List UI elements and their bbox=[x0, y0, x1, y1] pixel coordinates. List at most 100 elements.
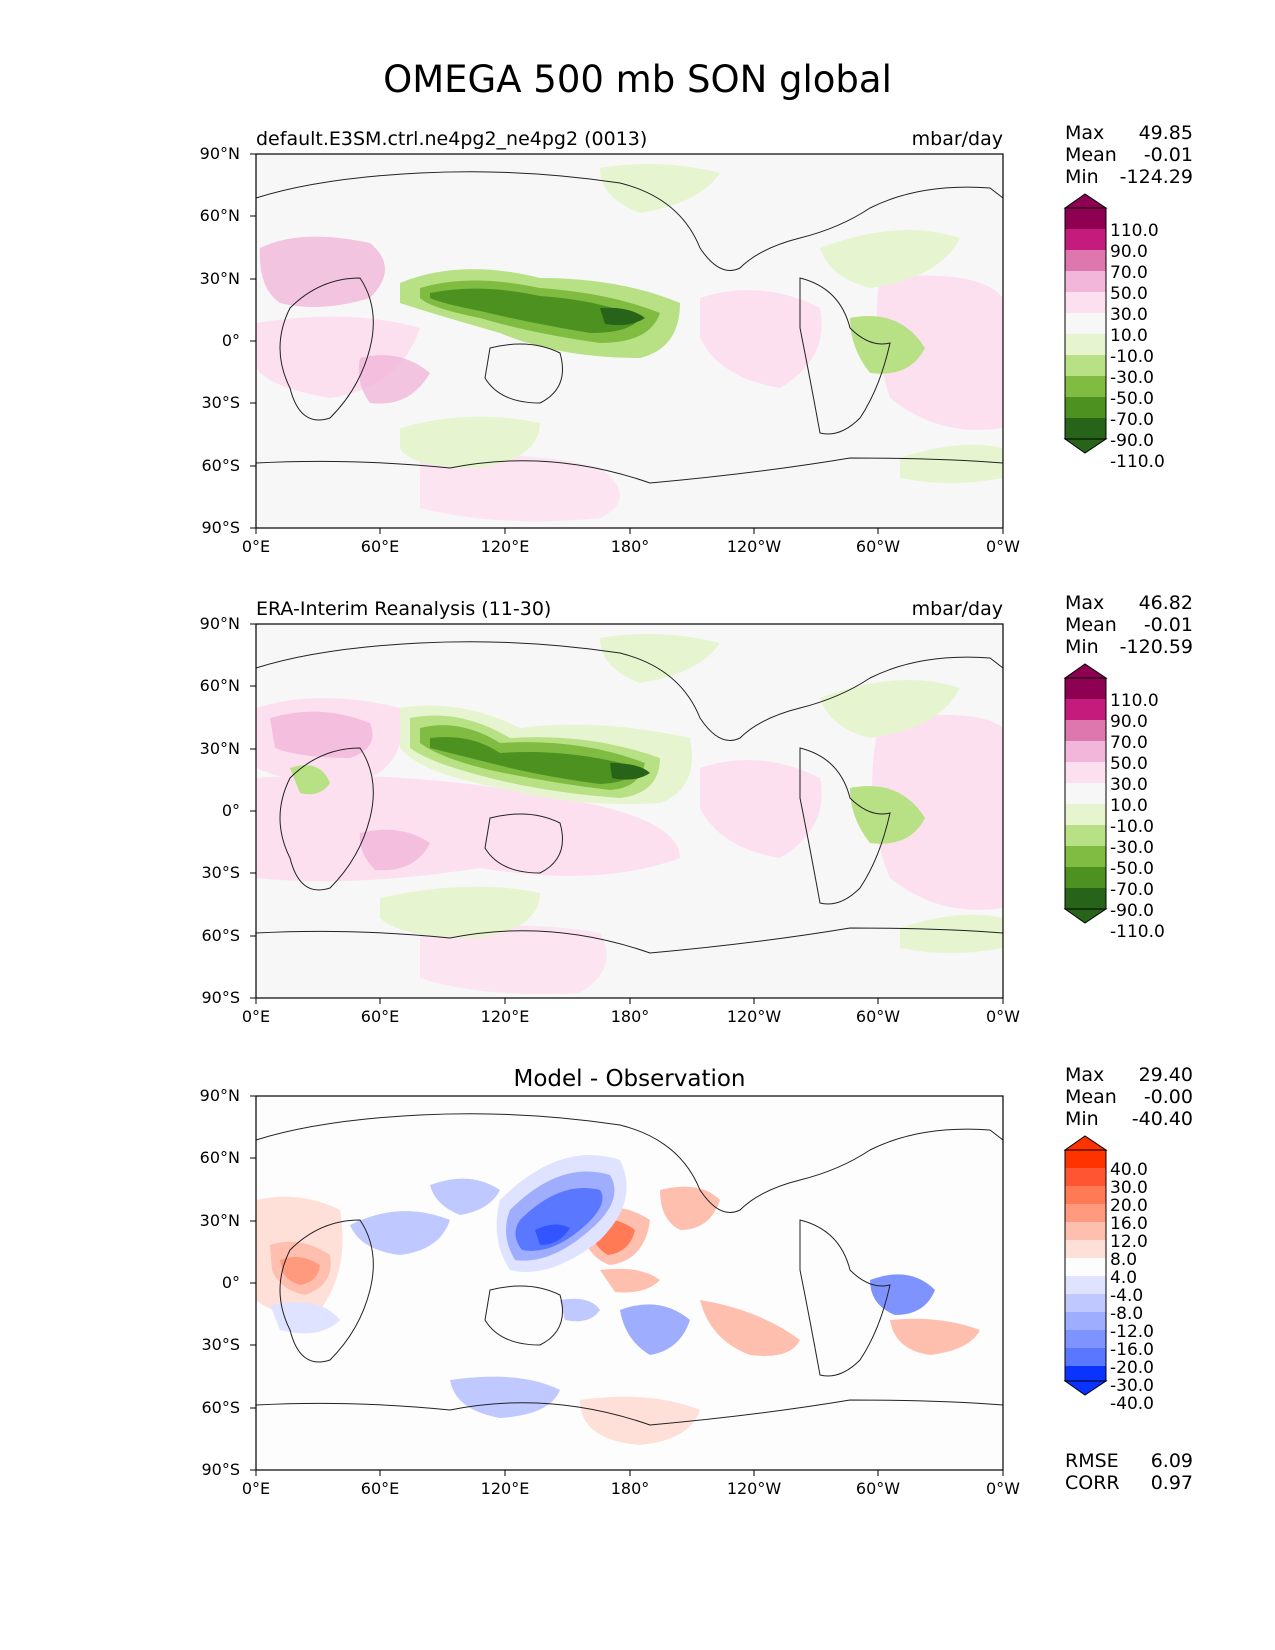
colorbar-label: -70.0 bbox=[1110, 410, 1154, 430]
lat-tick: 0° bbox=[221, 331, 240, 350]
lat-tick: 30°S bbox=[201, 393, 240, 412]
colorbar-label: -8.0 bbox=[1110, 1304, 1144, 1324]
colorbar-label: 110.0 bbox=[1110, 691, 1159, 711]
colorbar-label: 4.0 bbox=[1110, 1268, 1138, 1288]
colorbar-label: 30.0 bbox=[1110, 305, 1148, 325]
stat-value: -124.29 bbox=[1119, 166, 1193, 188]
colorbar-label: -110.0 bbox=[1110, 922, 1165, 942]
figure-title: OMEGA 500 mb SON global bbox=[383, 58, 892, 101]
colorbar-label: 70.0 bbox=[1110, 263, 1148, 283]
lon-tick: 120°E bbox=[480, 537, 530, 556]
stat-label: Mean bbox=[1065, 614, 1117, 636]
colorbar-label: -70.0 bbox=[1110, 880, 1154, 900]
colorbar-label: -90.0 bbox=[1110, 901, 1154, 921]
lon-tick: 60°E bbox=[360, 537, 400, 556]
metric-label: CORR bbox=[1065, 1472, 1120, 1494]
lon-tick: 120°W bbox=[726, 1007, 782, 1026]
map-plot bbox=[250, 153, 1108, 534]
colorbar-label: 110.0 bbox=[1110, 221, 1159, 241]
lat-tick: 90°S bbox=[201, 518, 240, 537]
lat-tick: 60°N bbox=[199, 206, 240, 225]
colorbar bbox=[1063, 193, 1108, 454]
lon-tick: 0°E bbox=[241, 1479, 271, 1498]
lat-tick: 90°S bbox=[201, 1460, 240, 1479]
colorbar-label: 12.0 bbox=[1110, 1232, 1148, 1252]
metric-value: 0.97 bbox=[1150, 1472, 1193, 1494]
panel-label-left: ERA-Interim Reanalysis (11-30) bbox=[256, 598, 552, 620]
panel-difference: Model - Observation Max 29.40 Mean -0.00 M… bbox=[0, 1064, 1275, 1540]
lon-tick: 0°W bbox=[986, 537, 1020, 556]
stat-label: Min bbox=[1065, 636, 1099, 658]
colorbar-label: 8.0 bbox=[1110, 1250, 1138, 1270]
lon-tick: 180° bbox=[610, 537, 650, 556]
lon-tick: 180° bbox=[610, 1007, 650, 1026]
lat-tick: 0° bbox=[221, 801, 240, 820]
lat-tick: 60°S bbox=[201, 926, 240, 945]
lat-tick: 60°S bbox=[201, 456, 240, 475]
colorbar-label: 50.0 bbox=[1110, 284, 1148, 304]
colorbar-label: -40.0 bbox=[1110, 1394, 1154, 1414]
lat-tick: 90°N bbox=[199, 1086, 240, 1105]
colorbar-label: -50.0 bbox=[1110, 859, 1154, 879]
stat-label: Min bbox=[1065, 166, 1099, 188]
lat-tick: 90°N bbox=[199, 614, 240, 633]
panel-observation: ERA-Interim Reanalysis (11-30) mbar/day … bbox=[0, 592, 1275, 1068]
lat-tick: 0° bbox=[221, 1273, 240, 1292]
stat-label: Max bbox=[1065, 122, 1105, 144]
lon-tick: 120°W bbox=[726, 1479, 782, 1498]
panel-units: mbar/day bbox=[911, 128, 1003, 150]
stats-box: Max 29.40 Mean -0.00 Min -40.40 bbox=[1065, 1064, 1193, 1130]
metric-value: 6.09 bbox=[1150, 1450, 1193, 1472]
colorbar-label: -16.0 bbox=[1110, 1340, 1154, 1360]
stat-value: 46.82 bbox=[1138, 592, 1193, 614]
lon-tick: 60°W bbox=[855, 1479, 901, 1498]
panel-title: Model - Observation bbox=[513, 1066, 746, 1092]
stat-label: Min bbox=[1065, 1108, 1099, 1130]
colorbar-label: 70.0 bbox=[1110, 733, 1148, 753]
colorbar-label: 10.0 bbox=[1110, 796, 1148, 816]
stat-value: 29.40 bbox=[1138, 1064, 1193, 1086]
panel-model: default.E3SM.ctrl.ne4pg2_ne4pg2 (0013) m… bbox=[0, 122, 1275, 598]
panel-units: mbar/day bbox=[911, 598, 1003, 620]
colorbar-label: 40.0 bbox=[1110, 1160, 1148, 1180]
colorbar-label: 90.0 bbox=[1110, 242, 1148, 262]
colorbar bbox=[1063, 1135, 1108, 1396]
stat-value: -0.00 bbox=[1143, 1086, 1193, 1108]
lon-tick: 180° bbox=[610, 1479, 650, 1498]
stats-box: Max 49.85 Mean -0.01 Min -124.29 bbox=[1065, 122, 1193, 188]
colorbar-label: -10.0 bbox=[1110, 817, 1154, 837]
map-plot bbox=[250, 623, 1108, 1004]
lat-tick: 30°N bbox=[199, 1211, 240, 1230]
map-plot bbox=[250, 1095, 1108, 1476]
colorbar-label: 50.0 bbox=[1110, 754, 1148, 774]
lon-tick: 60°E bbox=[360, 1479, 400, 1498]
stat-value: -120.59 bbox=[1119, 636, 1193, 658]
stat-value: -0.01 bbox=[1143, 144, 1193, 166]
colorbar-label: -110.0 bbox=[1110, 452, 1165, 472]
colorbar-label: -30.0 bbox=[1110, 368, 1154, 388]
lon-tick: 60°E bbox=[360, 1007, 400, 1026]
colorbar-label: -50.0 bbox=[1110, 389, 1154, 409]
lat-tick: 30°N bbox=[199, 739, 240, 758]
lat-tick: 90°S bbox=[201, 988, 240, 1007]
colorbar-label: -12.0 bbox=[1110, 1322, 1154, 1342]
lon-tick: 120°W bbox=[726, 537, 782, 556]
lat-tick: 60°N bbox=[199, 1148, 240, 1167]
lon-tick: 0°E bbox=[241, 1007, 271, 1026]
lon-tick: 0°W bbox=[986, 1479, 1020, 1498]
colorbar-label: -30.0 bbox=[1110, 1376, 1154, 1396]
lon-tick: 60°W bbox=[855, 1007, 901, 1026]
lon-tick: 0°E bbox=[241, 537, 271, 556]
lat-tick: 30°S bbox=[201, 1335, 240, 1354]
lat-tick: 90°N bbox=[199, 144, 240, 163]
lat-tick: 60°S bbox=[201, 1398, 240, 1417]
metric-label: RMSE bbox=[1065, 1450, 1119, 1472]
colorbar-label: 30.0 bbox=[1110, 1178, 1148, 1198]
lon-tick: 0°W bbox=[986, 1007, 1020, 1026]
colorbar-label: 10.0 bbox=[1110, 326, 1148, 346]
stats-box: Max 46.82 Mean -0.01 Min -120.59 bbox=[1065, 592, 1193, 658]
stat-value: 49.85 bbox=[1138, 122, 1193, 144]
colorbar-label: -4.0 bbox=[1110, 1286, 1144, 1306]
lon-tick: 60°W bbox=[855, 537, 901, 556]
colorbar-label: 20.0 bbox=[1110, 1196, 1148, 1216]
